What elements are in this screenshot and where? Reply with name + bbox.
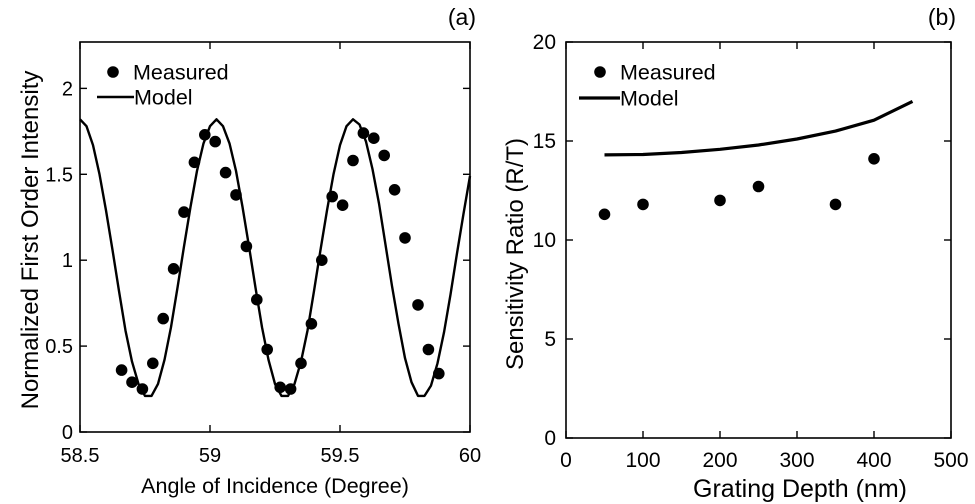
data-point-measured [199,129,211,141]
data-point-measured [284,383,297,395]
y-axis-label: Sensitivity Ratio (R/T) [502,138,529,370]
y-tick-label: 1.5 [45,164,73,186]
data-point-measured [714,194,726,207]
data-point-measured [412,299,424,311]
data-point-measured [316,254,328,266]
data-point-measured [115,364,128,376]
data-point-measured [347,154,359,167]
y-tick-label: 10 [533,229,556,252]
x-tick-label: 59 [199,445,221,467]
legend-label-model: Model [620,87,679,111]
x-tick-label: 59.5 [321,445,360,467]
data-point-measured [250,293,263,306]
x-tick-label: 200 [702,449,737,472]
legend: Measured Model [579,61,716,111]
data-point-measured [326,190,339,203]
y-axis-label: Normalized First Order Intensity [17,71,44,410]
y-tick-label: 20 [533,31,556,54]
x-tick-label: 58.5 [61,445,100,467]
data-point-measured [188,156,201,169]
legend-label-measured: Measured [133,61,229,85]
legend: Measured Model [97,61,229,110]
panel-label: (b) [928,4,956,30]
plot-series [79,118,472,398]
data-point-measured [598,208,611,221]
data-point-measured [157,312,169,325]
data-point-measured [399,232,411,244]
data-point-measured [829,198,842,211]
x-tick-label: 300 [779,449,814,472]
panel-label: (a) [448,4,476,30]
y-tick-label: 5 [544,328,556,351]
data-point-measured [368,132,380,144]
x-tick-label: 0 [560,449,572,472]
legend-label-model: Model [134,86,193,110]
plot-frame [79,41,471,433]
x-tick-label: 60 [459,445,481,467]
data-point-measured [336,199,349,211]
data-point-measured [305,318,318,330]
data-point-measured [295,357,307,370]
x-axis-label: Grating Depth (nm) [693,475,907,503]
data-point-measured [868,153,880,165]
y-tick-label: 0.5 [45,336,73,358]
data-point-measured [167,263,180,275]
x-tick-label: 500 [933,449,968,472]
y-tick-label: 0 [62,422,73,444]
data-point-measured [230,189,242,201]
legend-marker-measured [594,66,606,78]
plot-series [598,99,914,221]
chart-panel-b: 0 100 200 300 400 500 0 5 10 15 20 (b) Grating Dep… [502,4,969,503]
data-point-measured [240,240,253,253]
data-point-measured [422,343,435,356]
axes-ticks: 0 100 200 300 400 500 0 5 10 15 20 [533,31,969,472]
axes-ticks: 58.5 59 59.5 60 0 0.5 1 1.5 2 [45,42,481,467]
y-tick-label: 1 [62,250,73,272]
chart-panel-a: 58.5 59 59.5 60 0 0.5 1 1.5 2 (a) Angle of Incid… [17,4,481,498]
x-tick-label: 100 [625,449,660,472]
data-point-measured [126,376,138,389]
series-line-model [79,118,472,398]
y-tick-label: 15 [533,130,556,153]
data-point-measured [147,357,159,370]
data-point-measured [274,381,287,394]
x-axis-label: Angle of Incidence (Degree) [141,474,409,498]
series-line-model [604,99,914,157]
data-point-measured [433,367,445,380]
data-point-measured [219,166,232,179]
data-point-measured [388,184,401,196]
legend-label-measured: Measured [620,61,716,85]
data-point-measured [357,127,370,139]
data-point-measured [752,180,765,193]
y-tick-label: 2 [62,78,73,100]
data-point-measured [261,343,274,356]
y-tick-label: 0 [544,427,556,450]
data-point-measured [136,383,149,395]
x-tick-label: 400 [856,449,891,472]
data-point-measured [637,198,649,211]
data-point-measured [178,206,190,218]
legend-marker-measured [107,66,119,78]
data-point-measured [378,149,391,162]
data-point-measured [209,135,221,148]
